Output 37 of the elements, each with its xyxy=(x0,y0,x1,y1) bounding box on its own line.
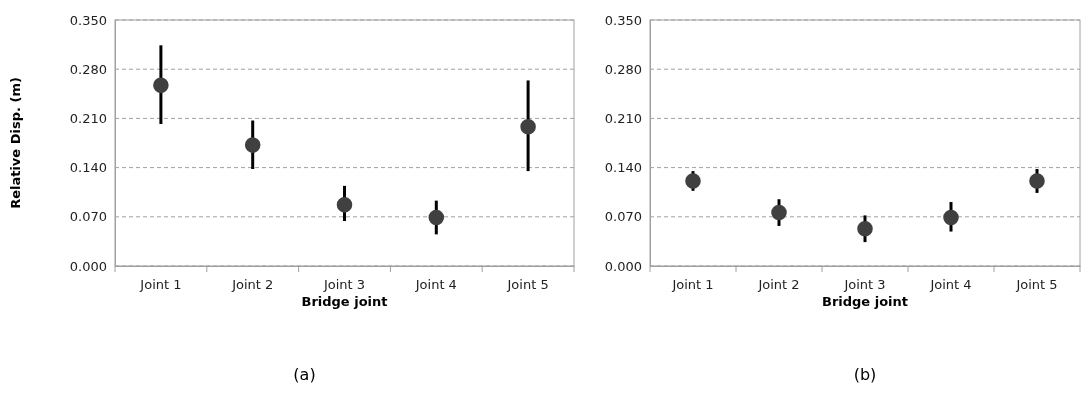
y-tick-label: 0.280 xyxy=(69,61,107,77)
x-tick-label: Joint 2 xyxy=(231,277,274,293)
y-axis-title: Relative Disp. (m) xyxy=(8,77,23,209)
x-tick-label: Joint 3 xyxy=(843,277,886,293)
x-tick-label: Joint 2 xyxy=(757,277,800,293)
x-tick-label: Joint 5 xyxy=(506,277,549,293)
y-tick-label: 0.070 xyxy=(69,209,107,225)
y-tick-label: 0.000 xyxy=(69,258,107,274)
y-tick-label: 0.000 xyxy=(604,258,642,274)
y-tick-label: 0.350 xyxy=(604,12,642,28)
point xyxy=(244,137,261,153)
x-tick-label: Joint 4 xyxy=(929,277,972,293)
point xyxy=(428,209,445,226)
y-tick-label: 0.350 xyxy=(69,12,107,28)
point xyxy=(336,197,353,213)
x-axis-title: Bridge joint xyxy=(821,294,909,309)
y-tick-label: 0.140 xyxy=(69,160,107,176)
point xyxy=(685,173,701,189)
x-tick-label: Joint 1 xyxy=(139,277,182,293)
y-tick-label: 0.280 xyxy=(604,61,642,77)
point xyxy=(771,204,787,221)
x-tick-label: Joint 4 xyxy=(414,277,457,293)
point xyxy=(153,77,169,94)
point xyxy=(857,220,873,237)
point xyxy=(520,119,536,135)
x-tick-label: Joint 5 xyxy=(1015,277,1058,293)
x-axis-title: Bridge joint xyxy=(301,294,388,309)
y-tick-label: 0.210 xyxy=(69,111,107,127)
y-tick-label: 0.210 xyxy=(604,111,642,127)
point xyxy=(943,209,959,226)
text: (b) xyxy=(853,365,877,384)
x-tick-label: Joint 3 xyxy=(322,277,366,293)
text: (a) xyxy=(293,365,316,384)
x-tick-label: Joint 1 xyxy=(671,277,714,293)
y-tick-label: 0.140 xyxy=(604,160,642,176)
y-tick-label: 0.070 xyxy=(604,209,642,225)
point xyxy=(1029,173,1045,189)
